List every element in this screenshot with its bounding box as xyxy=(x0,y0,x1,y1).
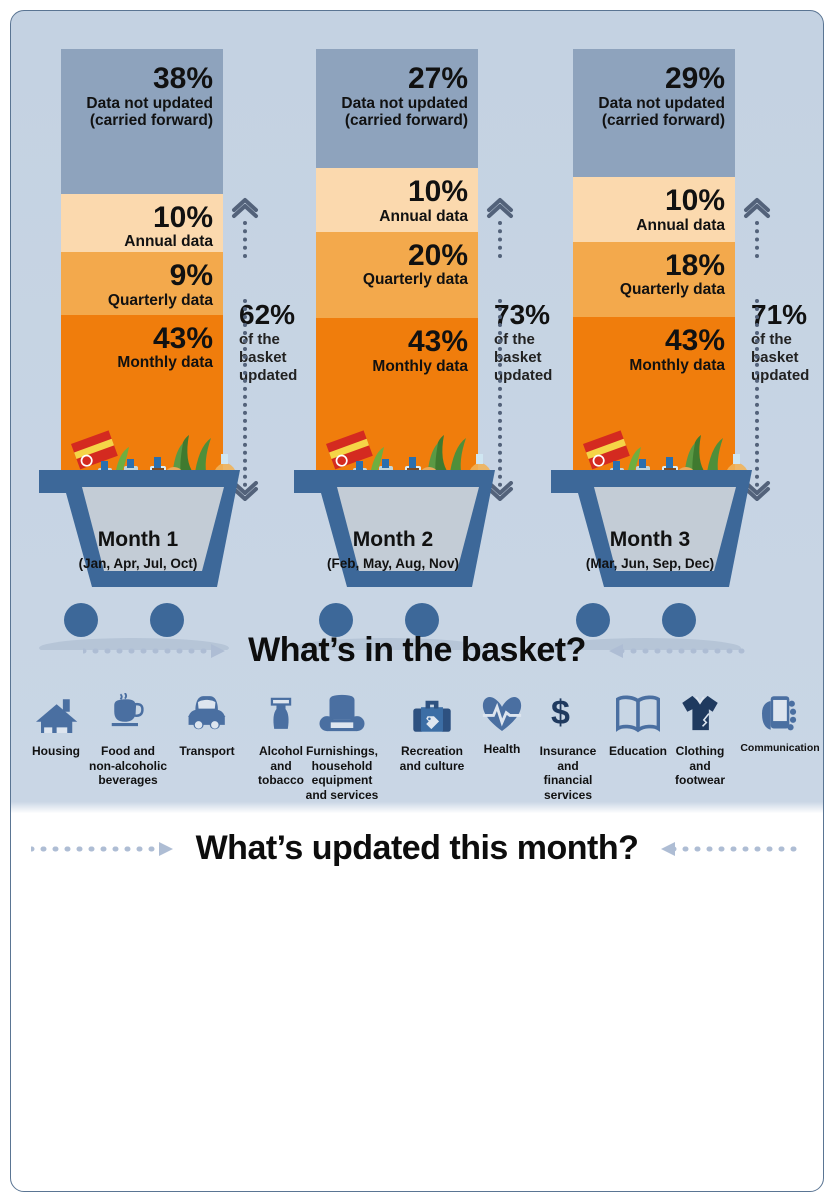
svg-text:$: $ xyxy=(551,694,570,732)
